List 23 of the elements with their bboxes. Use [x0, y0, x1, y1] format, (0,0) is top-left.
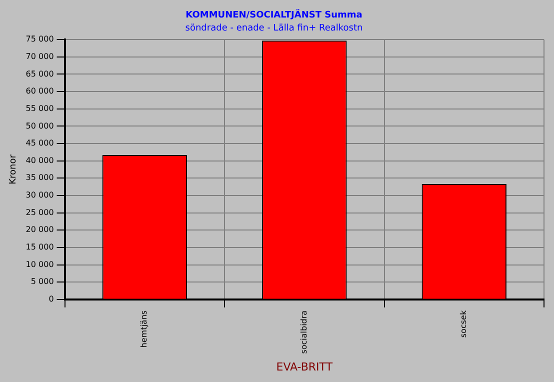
- y-tick-label: 60 000: [26, 86, 54, 96]
- y-tick-label: 65 000: [26, 69, 54, 78]
- y-tick-label: 55 000: [26, 104, 54, 113]
- chart-subtitle: söndrade - enade - Lälla fin+ Realkostn: [185, 24, 363, 34]
- y-tick-label: 70 000: [26, 52, 54, 61]
- y-tick-label: 5 000: [30, 277, 54, 286]
- x-tick-label: socialbidra: [299, 310, 308, 354]
- y-tick-label: 10 000: [26, 260, 54, 269]
- x-tick-label: socsek: [459, 310, 468, 338]
- y-axis-title: Kronor: [8, 154, 19, 184]
- y-tick-label: 45 000: [26, 138, 54, 148]
- x-tick-label: hemtjäns: [140, 310, 149, 348]
- y-tick-label: 75 000: [26, 34, 54, 44]
- x-axis-title: EVA-BRITT: [276, 360, 333, 374]
- chart-title: KOMMUNEN/SOCIALTJÄNST Summa: [186, 8, 362, 21]
- y-tick-label: 0: [48, 294, 54, 304]
- y-tick-label: 30 000: [26, 190, 54, 200]
- y-tick-label: 15 000: [26, 242, 54, 252]
- y-tick-label: 40 000: [26, 156, 54, 165]
- y-tick-label: 25 000: [26, 208, 54, 217]
- y-tick-label: 35 000: [26, 173, 54, 182]
- y-tick-label: 20 000: [26, 225, 54, 234]
- y-tick-label: 50 000: [26, 121, 54, 130]
